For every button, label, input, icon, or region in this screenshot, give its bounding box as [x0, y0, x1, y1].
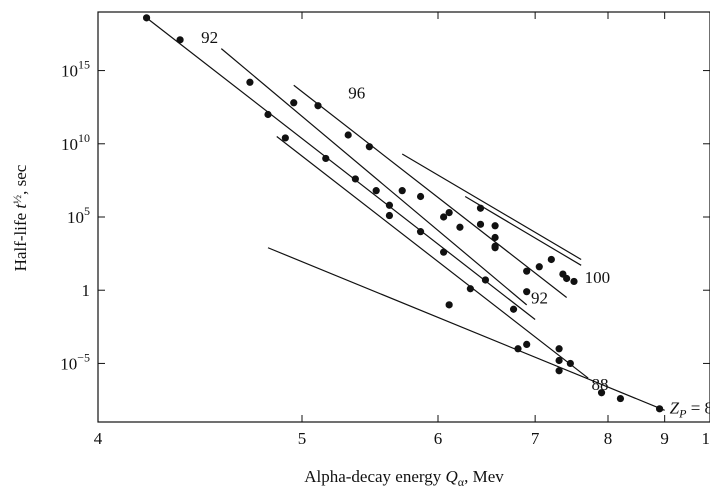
series-label: 88	[592, 375, 609, 394]
data-point	[555, 367, 563, 375]
data-point	[559, 270, 567, 278]
y-axis-label: Half-life t½, sec	[10, 164, 30, 271]
data-point	[514, 345, 522, 353]
y-tick-label: 1015	[61, 58, 90, 81]
series-label: 92	[531, 289, 548, 308]
data-point	[290, 99, 298, 107]
data-point	[351, 175, 359, 183]
data-point	[142, 14, 151, 22]
data-point	[523, 288, 531, 296]
data-point	[570, 277, 578, 286]
data-point	[555, 356, 563, 365]
data-point	[535, 263, 543, 271]
series-line	[293, 84, 568, 299]
series-label: 92	[201, 28, 218, 47]
series-labels: 92 96 100 92 88 ZP = 84	[201, 28, 710, 420]
series-line	[146, 17, 536, 320]
data-point	[566, 359, 574, 368]
series-group	[142, 14, 665, 413]
data-point	[264, 110, 272, 119]
y-tick-label: 105	[67, 204, 90, 227]
x-tick-label: 8	[604, 429, 613, 448]
data-point	[555, 345, 563, 353]
y-tick-label: 1010	[61, 131, 90, 154]
data-point	[466, 285, 474, 293]
data-point	[440, 213, 448, 221]
data-point	[456, 223, 464, 231]
series-line	[276, 135, 589, 379]
x-tick-label: 9	[660, 429, 669, 448]
series-label: ZP = 84	[670, 398, 710, 420]
x-tick-label: 6	[434, 429, 443, 448]
data-point	[655, 405, 664, 413]
data-point	[176, 36, 184, 44]
y-axis-ticks: 1015 1010 105 1 10−5	[60, 58, 710, 373]
series-line	[267, 247, 665, 411]
data-point	[344, 131, 352, 139]
x-axis-label: Alpha-decay energy Qα, Mev	[304, 467, 504, 489]
data-point	[491, 242, 499, 250]
x-axis-ticks: 4 5 6 7 8 9 10	[94, 12, 710, 448]
data-point	[547, 255, 555, 264]
data-point	[476, 220, 485, 228]
data-point	[523, 267, 531, 275]
data-point	[398, 187, 406, 195]
data-point	[616, 394, 625, 403]
x-tick-label: 4	[94, 429, 103, 448]
data-point	[365, 143, 373, 151]
series-label: 96	[348, 84, 365, 103]
data-point	[597, 389, 606, 397]
data-point	[491, 233, 499, 242]
x-tick-label: 5	[298, 429, 307, 448]
y-tick-label: 10−5	[60, 350, 90, 373]
data-point	[445, 209, 453, 217]
data-point	[440, 248, 448, 256]
x-tick-label: 10	[702, 429, 710, 448]
data-point	[385, 211, 394, 220]
series-label: 100	[585, 268, 611, 287]
data-point	[523, 340, 531, 348]
series-line	[464, 195, 582, 266]
data-point	[491, 222, 499, 230]
y-tick-label: 1	[82, 281, 91, 300]
data-point	[509, 305, 518, 313]
data-point	[445, 301, 453, 309]
data-point	[246, 78, 254, 86]
data-point	[281, 134, 289, 142]
data-point	[416, 192, 425, 201]
x-tick-label: 7	[531, 429, 540, 448]
data-point	[322, 154, 330, 163]
series-line	[220, 48, 528, 306]
data-point	[314, 102, 322, 110]
series-line	[401, 153, 582, 260]
data-point	[476, 204, 485, 212]
data-point	[372, 187, 380, 195]
